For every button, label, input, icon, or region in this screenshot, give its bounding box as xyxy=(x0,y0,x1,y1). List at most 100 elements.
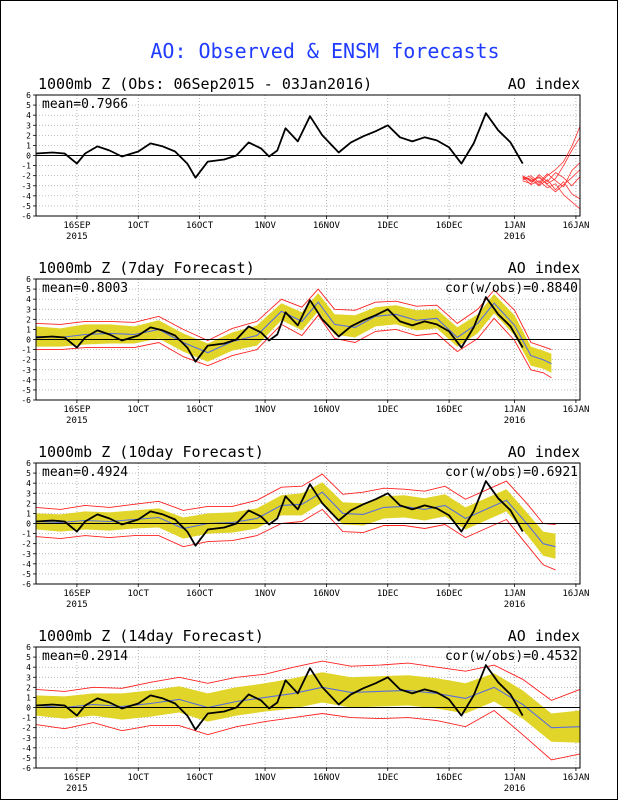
x-tick-label: 1DEC xyxy=(377,773,399,783)
x-tick-label: 16JAN xyxy=(562,773,589,783)
observed-line xyxy=(35,296,524,363)
x-tick-year-label: 2015 xyxy=(66,232,88,242)
x-tick-label: 16OCT xyxy=(186,405,214,415)
y-tick-label: -6 xyxy=(21,212,31,221)
y-tick-label: -4 xyxy=(21,744,31,753)
min-line xyxy=(35,508,556,571)
x-tick-label: 16NOV xyxy=(313,589,341,599)
max-line xyxy=(35,473,556,525)
y-tick-label: -6 xyxy=(21,764,31,773)
panel-title: 1000mb Z (10day Forecast) xyxy=(38,443,264,461)
mean-label: mean=0.7966 xyxy=(42,97,128,112)
panel-title: 1000mb Z (14day Forecast) xyxy=(38,627,264,645)
ensemble-mean-line xyxy=(35,301,552,365)
y-tick-label: -4 xyxy=(21,376,31,385)
ensemble-member-2 xyxy=(522,177,581,200)
y-tick-label: -1 xyxy=(21,714,31,723)
x-tick-label: 16DEC xyxy=(436,589,463,599)
x-tick-year-label: 2015 xyxy=(66,600,88,610)
y-tick-label: -5 xyxy=(21,202,31,211)
x-tick-label: 16OCT xyxy=(186,589,214,599)
x-tick-label: 1OCT xyxy=(127,773,149,783)
y-tick-label: 3 xyxy=(26,489,31,498)
x-tick-year-label: 2016 xyxy=(504,784,526,794)
y-tick-label: 2 xyxy=(26,683,31,692)
y-tick-label: 2 xyxy=(26,499,31,508)
y-tick-label: 5 xyxy=(26,101,31,110)
y-tick-label: -4 xyxy=(21,192,31,201)
y-tick-label: 6 xyxy=(26,275,31,284)
x-tick-label: 1DEC xyxy=(377,405,399,415)
x-tick-label: 1OCT xyxy=(127,405,149,415)
x-tick-label: 1JAN xyxy=(504,221,526,231)
ensemble-member-4 xyxy=(522,172,581,187)
y-tick-label: 2 xyxy=(26,315,31,324)
x-tick-year-label: 2016 xyxy=(504,600,526,610)
x-tick-label: 1JAN xyxy=(504,405,526,415)
x-tick-label: 16NOV xyxy=(313,405,341,415)
x-tick-label: 1NOV xyxy=(254,221,276,231)
y-tick-label: 4 xyxy=(26,295,31,304)
x-tick-label: 16DEC xyxy=(436,773,463,783)
y-tick-label: -3 xyxy=(21,734,31,743)
y-tick-label: 4 xyxy=(26,111,31,120)
min-line xyxy=(36,314,552,379)
y-tick-label: -2 xyxy=(21,724,31,733)
x-tick-label: 1NOV xyxy=(254,405,276,415)
y-tick-label: 0 xyxy=(26,152,31,161)
x-tick-year-label: 2016 xyxy=(504,232,526,242)
spread-band xyxy=(36,482,556,559)
panel-index-label: AO index xyxy=(508,443,580,461)
y-tick-label: -6 xyxy=(21,396,31,405)
x-tick-label: 16NOV xyxy=(313,221,341,231)
ensemble-mean-line xyxy=(35,686,581,729)
spread-band xyxy=(36,293,552,373)
y-tick-label: -3 xyxy=(21,550,31,559)
x-tick-label: 1OCT xyxy=(127,589,149,599)
figure-title: AO: Observed & ENSM forecasts xyxy=(150,39,499,63)
x-tick-year-label: 2016 xyxy=(504,416,526,426)
x-tick-label: 1NOV xyxy=(254,589,276,599)
x-tick-label: 1JAN xyxy=(504,589,526,599)
chart-panel-4: 1000mb Z (14day Forecast) AO index mean=0.… xyxy=(21,627,589,794)
y-tick-label: 0 xyxy=(26,520,31,529)
y-tick-label: -1 xyxy=(21,530,31,539)
x-tick-label: 16OCT xyxy=(186,773,214,783)
mean-label: mean=0.2914 xyxy=(42,649,128,664)
y-tick-label: -2 xyxy=(21,356,31,365)
min-line xyxy=(35,709,581,761)
y-tick-label: 0 xyxy=(26,336,31,345)
panel-index-label: AO index xyxy=(508,259,580,277)
y-tick-label: 3 xyxy=(26,673,31,682)
ensemble-member-5 xyxy=(522,176,581,210)
max-line xyxy=(35,288,552,351)
y-tick-label: 2 xyxy=(26,131,31,140)
y-tick-label: -1 xyxy=(21,162,31,171)
y-tick-label: 1 xyxy=(26,509,31,518)
correlation-label: cor(w/obs)=0.6921 xyxy=(445,465,578,480)
y-tick-label: -1 xyxy=(21,346,31,355)
x-tick-label: 1DEC xyxy=(377,589,399,599)
y-tick-label: -2 xyxy=(21,540,31,549)
y-tick-label: 5 xyxy=(26,285,31,294)
x-tick-label: 16SEP xyxy=(63,405,91,415)
y-tick-label: 3 xyxy=(26,121,31,130)
x-tick-label: 16DEC xyxy=(436,405,463,415)
x-tick-label: 16SEP xyxy=(63,221,91,231)
y-tick-label: 5 xyxy=(26,653,31,662)
x-tick-label: 16SEP xyxy=(63,589,91,599)
chart-panel-2: 1000mb Z (7day Forecast) AO index mean=0.8… xyxy=(21,259,589,426)
ensemble-mean-line xyxy=(35,491,556,548)
x-tick-year-label: 2015 xyxy=(66,784,88,794)
y-tick-label: 4 xyxy=(26,663,31,672)
panel-title: 1000mb Z (Obs: 06Sep2015 - 03Jan2016) xyxy=(38,75,372,93)
panel-index-label: AO index xyxy=(508,75,580,93)
y-tick-label: 5 xyxy=(26,469,31,478)
chart-panel-1: 1000mb Z (Obs: 06Sep2015 - 03Jan2016) AO … xyxy=(21,75,589,242)
x-tick-label: 16DEC xyxy=(436,221,463,231)
y-tick-label: 1 xyxy=(26,693,31,702)
y-tick-label: 4 xyxy=(26,479,31,488)
mean-label: mean=0.4924 xyxy=(42,465,128,480)
